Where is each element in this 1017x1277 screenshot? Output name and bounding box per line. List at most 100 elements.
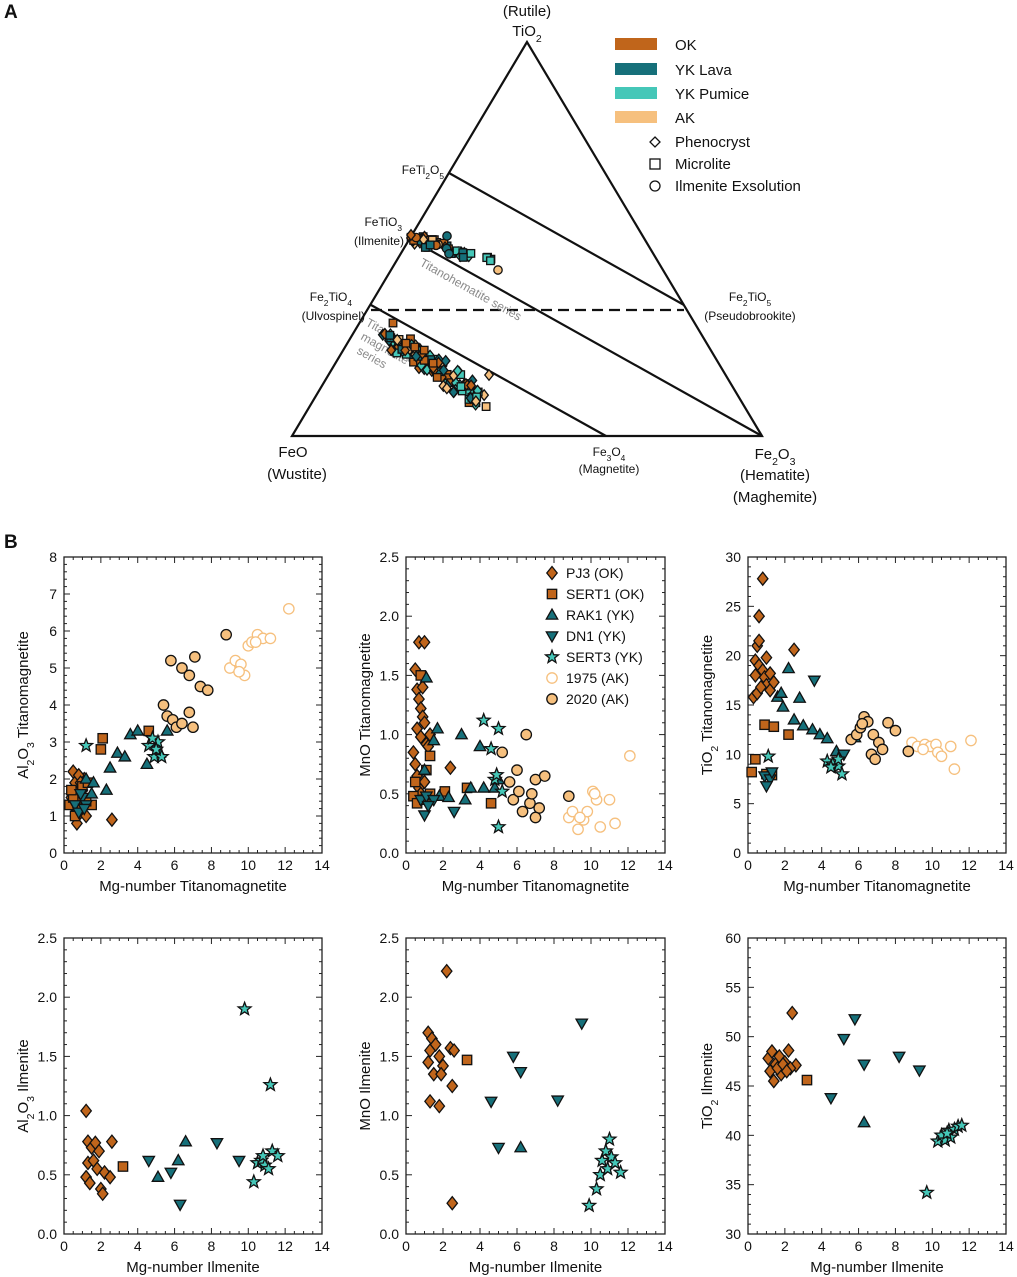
point-1975-ak	[917, 743, 929, 756]
point-rak1-yk	[776, 699, 790, 712]
point-dn1-yk	[210, 1138, 224, 1151]
point-sert3-yk	[603, 1148, 620, 1164]
chart-p2: 0 2 4 6 8 10 12 14 0.0 0.5 1.0 1.5 2.0 2.5 Mg-number T…	[357, 549, 673, 895]
y-tick-label: 50	[725, 1029, 741, 1045]
x-tick-label: 4	[476, 857, 484, 873]
x-axis-title: Mg-number Titanomagnetite	[442, 878, 630, 895]
point-2020-ak	[188, 651, 201, 663]
point-2020-ak	[876, 743, 889, 756]
x-tick-label: 2	[97, 857, 105, 873]
microlite-square-icon	[649, 158, 661, 170]
legend-marker-rak1-yk	[545, 607, 559, 620]
point-sert3-yk	[938, 1124, 956, 1141]
point-sert3-yk	[601, 1130, 618, 1147]
point-pj3-ok	[788, 642, 801, 658]
x-tick-label: 0	[60, 1238, 68, 1254]
point-rak1-yk	[171, 1153, 186, 1166]
point-rak1-yk	[473, 739, 487, 752]
point-sert3-yk	[833, 765, 851, 782]
point-dn1-yk	[513, 1066, 528, 1080]
point-sert1-ok	[759, 719, 770, 731]
legend-label-phenocryst: Phenocryst	[675, 134, 751, 151]
point-pj3-ok	[407, 744, 420, 760]
legend-marker-pj3-ok	[545, 565, 559, 581]
ternary-data-points	[377, 228, 503, 412]
point-pj3-ok	[424, 1093, 437, 1109]
point-rak1-yk	[513, 1140, 528, 1153]
point-rak1-yk	[463, 780, 478, 793]
point-1975-ak	[609, 817, 621, 830]
plot-frame	[405, 937, 666, 1235]
point-rak1-yk	[796, 718, 811, 731]
point-pj3-ok	[418, 715, 431, 731]
x-tick-label: 8	[550, 857, 558, 873]
ternary-diagram: (Rutile) TiO2 FeO (Wustite) Fe2O3 (Hemat…	[267, 3, 817, 506]
point-sert3-yk	[830, 750, 847, 767]
x-tick-label: 8	[892, 857, 900, 873]
ternary-point	[392, 333, 403, 347]
legend-label: PJ3 (OK)	[566, 565, 624, 581]
point-pj3-ok	[80, 1103, 93, 1119]
point-pj3-ok	[760, 650, 773, 666]
point-dn1-yk	[173, 1199, 187, 1212]
x-tick-label: 6	[513, 1238, 521, 1254]
ternary-point	[401, 338, 411, 348]
x-tick-label: 14	[657, 857, 673, 873]
x-tick-label: 6	[855, 857, 863, 873]
point-rak1-yk	[813, 727, 827, 740]
point-sert3-yk	[254, 1147, 272, 1163]
ternary-point	[466, 379, 477, 392]
point-2020-ak	[525, 787, 538, 800]
point-sert3-yk	[593, 1151, 611, 1168]
point-pj3-ok	[435, 1066, 448, 1082]
x-tick-label: 14	[998, 1238, 1014, 1254]
point-rak1-yk	[774, 685, 789, 698]
ternary-point	[448, 385, 459, 399]
y-tick-label: 2.5	[380, 549, 400, 565]
tie-line-pseudobrookite	[448, 172, 685, 306]
point-rak1-yk	[79, 771, 93, 784]
point-rak1-yk	[110, 745, 125, 758]
x-axis-title: Mg-number Ilmenite	[126, 1259, 259, 1276]
y-axis-title: TiO2 Ilmenite	[699, 1043, 721, 1129]
point-1975-ak	[935, 750, 948, 763]
point-pj3-ok	[418, 774, 431, 790]
point-dn1-yk	[232, 1155, 246, 1168]
magnetite-label: (Magnetite)	[579, 462, 640, 476]
ternary-point	[466, 248, 476, 258]
x-axis-title: Mg-number Ilmenite	[469, 1259, 602, 1276]
point-rak1-yk	[787, 712, 801, 725]
ternary-point	[388, 318, 398, 328]
point-dn1-yk	[73, 788, 88, 802]
point-sert1-ok	[768, 721, 780, 733]
point-sert3-yk	[77, 737, 95, 753]
ternary-point	[411, 350, 422, 363]
point-sert1-ok	[95, 744, 107, 755]
y-tick-label: 3	[49, 734, 57, 750]
point-1975-ak	[572, 823, 584, 836]
point-sert1-ok	[409, 776, 421, 788]
point-sert3-yk	[147, 740, 165, 757]
point-2020-ak	[516, 805, 529, 818]
y-tick-label: 1.5	[380, 1048, 400, 1064]
ternary-point	[385, 330, 395, 340]
x-tick-label: 10	[924, 857, 940, 873]
point-pj3-ok	[429, 1037, 442, 1053]
point-dn1-yk	[574, 1018, 589, 1031]
y-tick-label: 2.0	[38, 989, 58, 1005]
point-1975-ak	[948, 763, 961, 775]
point-1975-ak	[233, 665, 245, 678]
x-tick-label: 0	[402, 857, 410, 873]
ternary-point	[444, 248, 454, 259]
x-tick-label: 0	[744, 1238, 752, 1254]
y-tick-label: 0.5	[380, 786, 400, 802]
point-1975-ak	[574, 811, 586, 824]
plot-frame	[747, 937, 1007, 1235]
legend-label-ok: OK	[675, 37, 697, 54]
apex-top-label-2: TiO2	[512, 23, 542, 45]
point-pj3-ok	[433, 1048, 446, 1064]
x-tick-label: 4	[134, 1238, 142, 1254]
y-tick-label: 8	[49, 549, 57, 565]
x-axis-title: Mg-number Ilmenite	[810, 1259, 943, 1276]
y-tick-label: 2.0	[380, 989, 400, 1005]
